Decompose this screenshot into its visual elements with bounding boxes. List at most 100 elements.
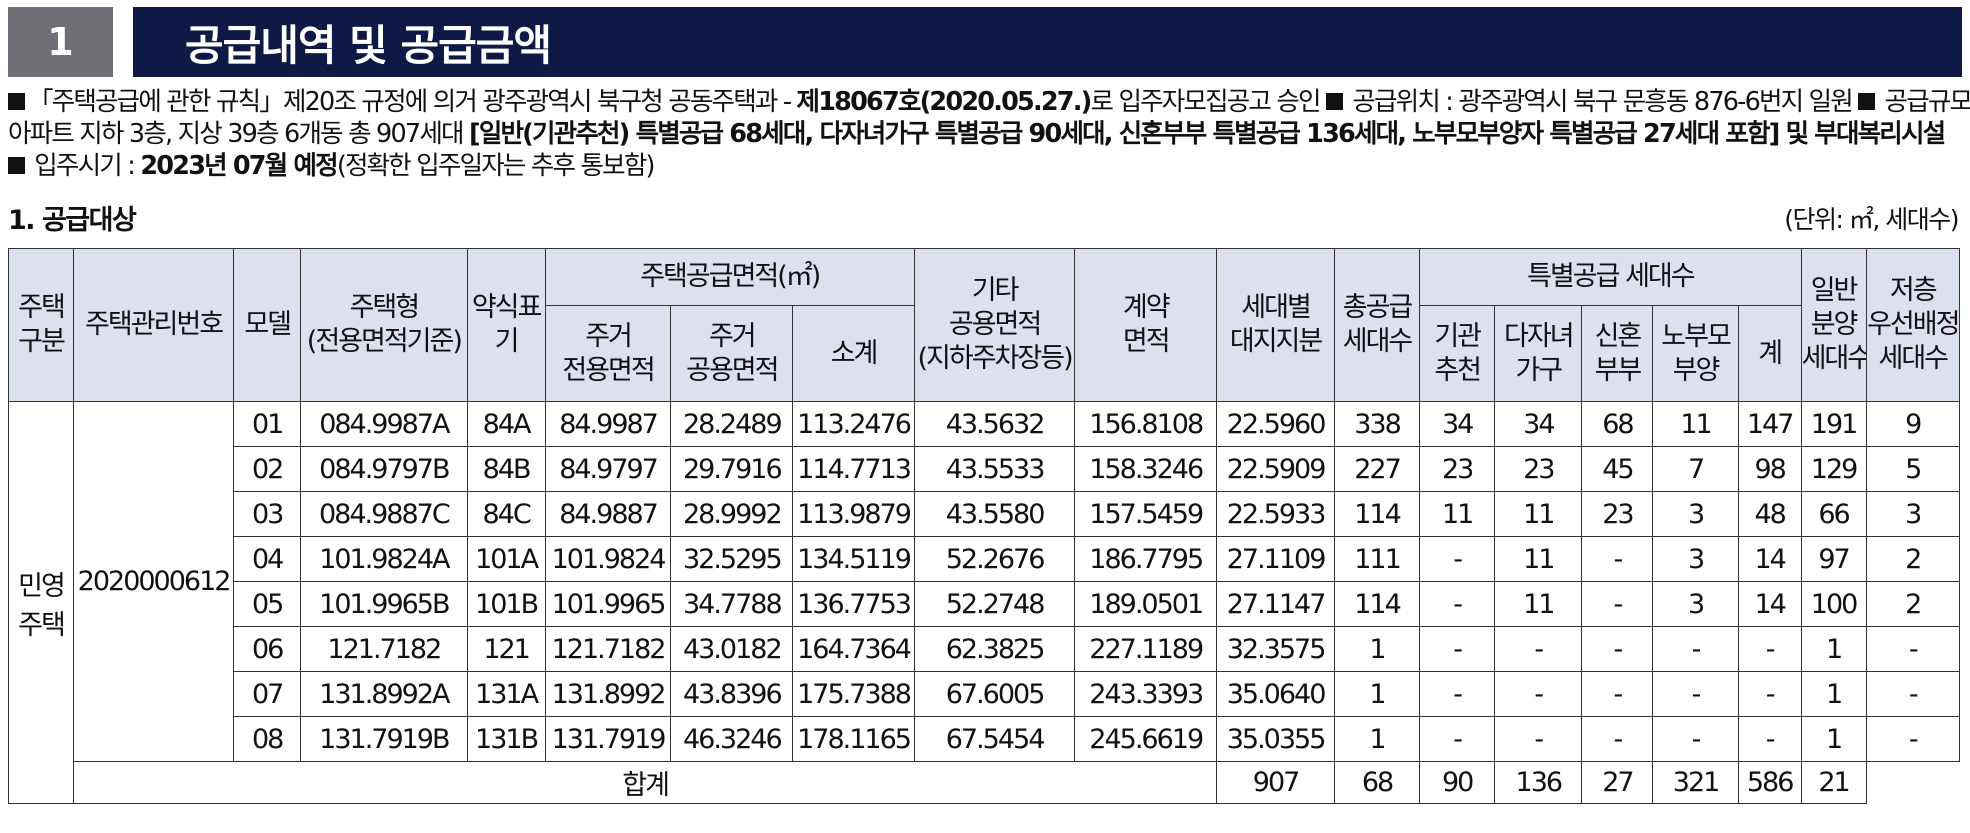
table-cell: 98 <box>1737 446 1802 492</box>
table-cell: 1 <box>1333 626 1421 672</box>
table-cell: 129 <box>1800 446 1867 492</box>
table-cell: 04 <box>233 536 302 582</box>
table-cell: 156.8108 <box>1074 401 1218 447</box>
table-cell: 121.7182 <box>300 626 468 672</box>
bullet-square-icon <box>8 93 25 110</box>
table-cell: 178.1165 <box>792 716 915 762</box>
table-cell: 34.7788 <box>670 581 794 627</box>
table-cell: 134.5119 <box>792 536 915 582</box>
table-cell: 3 <box>1652 536 1739 582</box>
table-cell: 45 <box>1581 446 1654 492</box>
table-cell: 32.3575 <box>1216 626 1335 672</box>
table-cell: 11 <box>1494 581 1583 627</box>
table-cell: 11 <box>1494 536 1583 582</box>
table-cell: 06 <box>233 626 302 672</box>
col-mgmt-number: 주택관리번호 <box>72 248 235 402</box>
table-cell: 23 <box>1494 446 1583 492</box>
table-cell: 66 <box>1800 491 1867 537</box>
table-cell: 131.7919 <box>544 716 672 762</box>
table-cell: 1 <box>1800 671 1867 717</box>
table-cell: 136.7753 <box>792 581 915 627</box>
table-cell: 131B <box>466 716 546 762</box>
col-special-sum: 계 <box>1737 305 1802 402</box>
table-cell: 27.1147 <box>1216 581 1335 627</box>
total-cell: 321 <box>1652 761 1739 804</box>
table-cell: 84.9797 <box>544 446 672 492</box>
mgmt-number-cell: 2020000612 <box>72 401 235 762</box>
table-cell: 97 <box>1800 536 1867 582</box>
table-cell: 121 <box>466 626 546 672</box>
table-row: 03 084.9887C 84C 84.9887 28.9992 113.9879 43.5… <box>9 491 1961 537</box>
table-cell: 147 <box>1737 401 1802 447</box>
table-cell: 101.9824A <box>300 536 468 582</box>
table-cell: 084.9797B <box>300 446 468 492</box>
table-cell: 131.7919B <box>300 716 468 762</box>
table-cell: - <box>1865 671 1961 717</box>
table-cell: 68 <box>1581 401 1654 447</box>
table-row: 민영 주택 2020000612 01 084.9987A 84A 84.9987 28.24… <box>8 401 1961 804</box>
table-cell: 084.9887C <box>300 491 468 537</box>
section-number: 1 <box>8 7 113 77</box>
col-general-units: 일반 분양 세대수 <box>1800 248 1867 402</box>
total-cell: 907 <box>1216 761 1335 804</box>
table-cell: 114.7713 <box>792 446 915 492</box>
supply-target-title: 1. 공급대상 <box>8 205 137 236</box>
table-cell: 3 <box>1652 491 1739 537</box>
table-cell: - <box>1865 626 1961 672</box>
total-cell: 90 <box>1419 761 1496 804</box>
housing-kind-cell: 민영 주택 <box>8 401 74 804</box>
col-short-notation: 약식표 기 <box>466 248 546 402</box>
table-cell: 48 <box>1737 491 1802 537</box>
table-cell: 1 <box>1333 671 1421 717</box>
table-cell: 114 <box>1333 581 1421 627</box>
table-row: 06 121.7182 121 121.7182 43.0182 164.7364 62.3… <box>9 626 1961 672</box>
table-body: 민영 주택 2020000612 01 084.9987A 84A 84.9987 28.24… <box>8 401 1961 804</box>
col-housing-type: 주택형 (전용면적기준) <box>300 248 468 402</box>
table-cell: - <box>1419 536 1496 582</box>
col-land-share: 세대별 대지지분 <box>1216 248 1335 402</box>
bullet-square-icon <box>1326 93 1344 110</box>
table-cell: 131.8992A <box>300 671 468 717</box>
table-cell: 27.1109 <box>1216 536 1335 582</box>
table-cell: 67.6005 <box>913 671 1076 717</box>
table-cell: 43.0182 <box>670 626 794 672</box>
col-housing-kind: 주택 구분 <box>8 248 74 402</box>
table-cell: 84B <box>466 446 546 492</box>
table-cell: - <box>1581 581 1654 627</box>
total-cell: 586 <box>1737 761 1802 804</box>
table-cell: 02 <box>233 446 302 492</box>
table-cell: 35.0640 <box>1216 671 1335 717</box>
table-cell: 43.5632 <box>913 401 1076 447</box>
table-cell: 113.2476 <box>792 401 915 447</box>
table-cell: - <box>1865 716 1961 762</box>
table-cell: 29.7916 <box>670 446 794 492</box>
table-row: 05 101.9965B 101B 101.9965 34.7788 136.7753 52… <box>9 581 1961 627</box>
table-cell: 23 <box>1581 491 1654 537</box>
notes-line-2: 아파트 지하 3층, 지상 39층 6개동 총 907세대 [일반(기관추천) … <box>8 119 1946 149</box>
col-newlywed: 신혼 부부 <box>1581 305 1654 402</box>
table-cell: - <box>1652 671 1739 717</box>
table-cell: - <box>1737 671 1802 717</box>
table-cell: 5 <box>1865 446 1961 492</box>
table-cell: 43.5533 <box>913 446 1076 492</box>
total-cell: 68 <box>1333 761 1421 804</box>
supply-table: 주택 구분 주택관리번호 모델 주택형 (전용면적기준) 약식표 기 주택공급면적(㎡… <box>8 248 1961 804</box>
table-cell: 227.1189 <box>1074 626 1218 672</box>
table-cell: 101.9965 <box>544 581 672 627</box>
table-cell: 11 <box>1494 491 1583 537</box>
total-label: 합계 <box>72 761 1218 804</box>
table-cell: 84C <box>466 491 546 537</box>
col-multi-child: 다자녀 가구 <box>1494 305 1583 402</box>
table-cell: 111 <box>1333 536 1421 582</box>
table-cell: 07 <box>233 671 302 717</box>
bullet-square-icon <box>8 157 25 174</box>
table-cell: 9 <box>1865 401 1961 447</box>
notes-line-1: 「주택공급에 관한 규칙」제20조 규정에 의거 광주광역시 북구청 공동주택과… <box>8 86 1970 118</box>
table-cell: 2 <box>1865 581 1961 627</box>
col-contract-area: 계약 면적 <box>1074 248 1218 402</box>
col-low-floor-priority: 저층 우선배정 세대수 <box>1865 248 1961 402</box>
table-cell: 05 <box>233 581 302 627</box>
table-cell: - <box>1581 536 1654 582</box>
table-row: 04 101.9824A 101A 101.9824 32.5295 134.5119 52… <box>9 536 1961 582</box>
table-cell: 11 <box>1419 491 1496 537</box>
